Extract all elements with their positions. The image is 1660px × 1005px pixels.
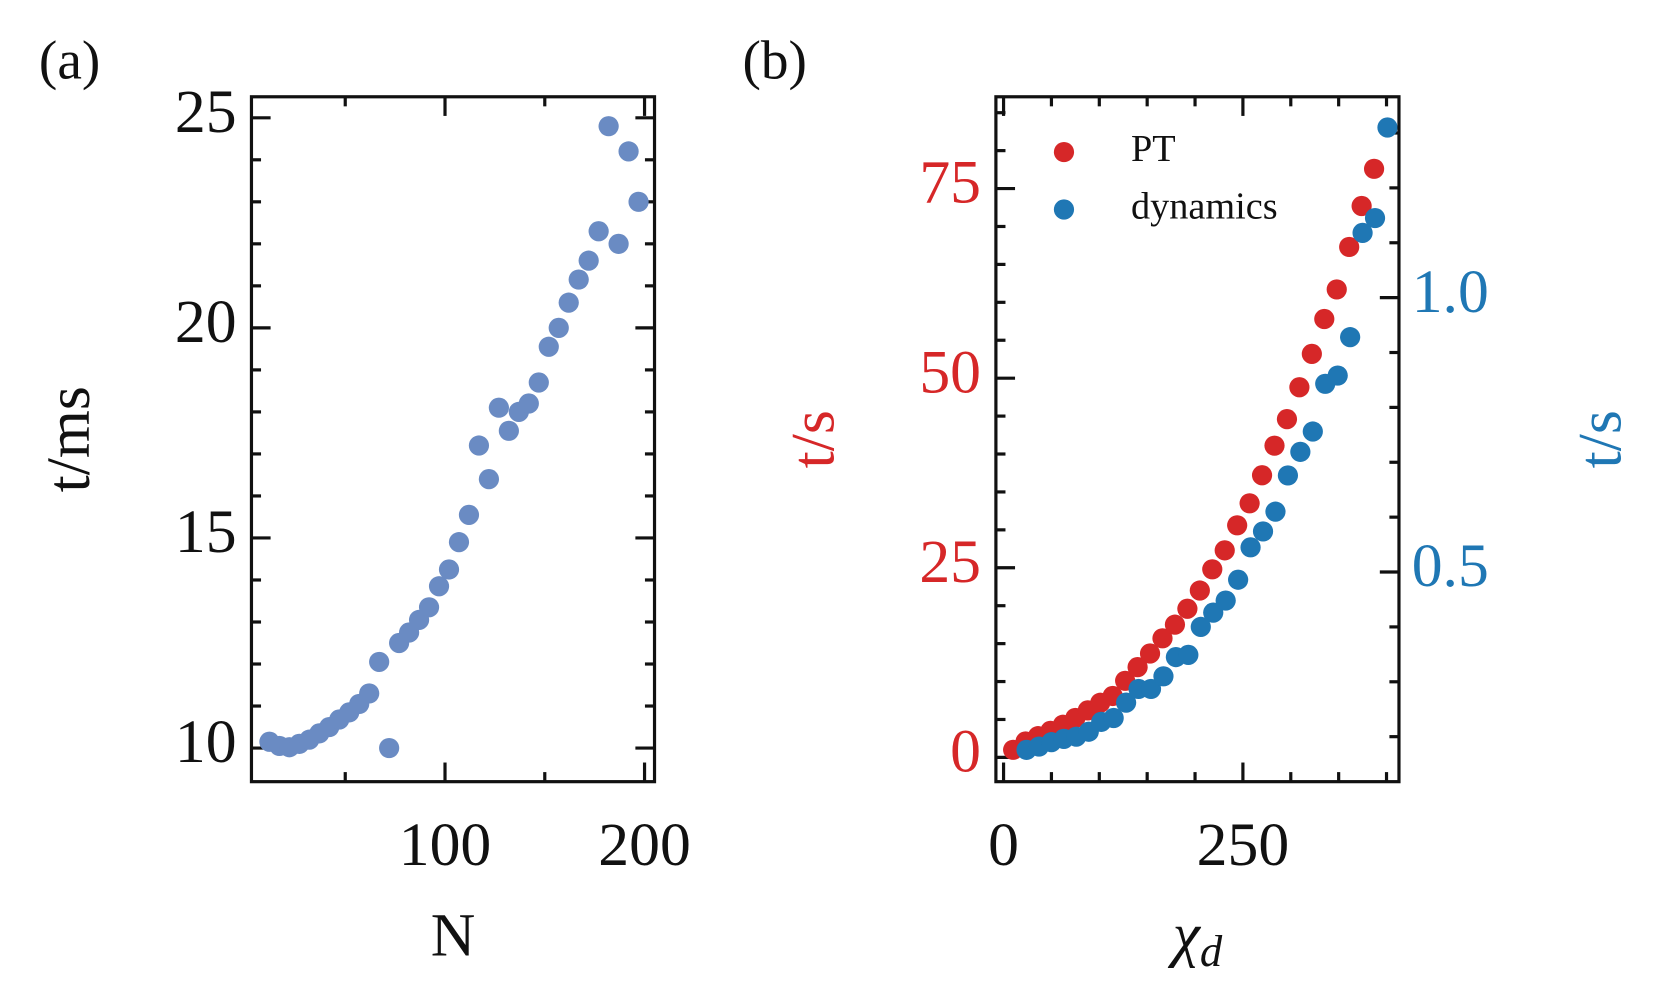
data-point: [618, 141, 639, 162]
legend-label: dynamics: [1131, 185, 1278, 227]
data-point: [1152, 628, 1173, 649]
legend-marker: [1053, 141, 1075, 163]
plot-frame: [249, 95, 657, 784]
data-point: [1189, 580, 1210, 601]
data-point: [1116, 692, 1137, 713]
data-point: [1363, 158, 1385, 179]
x-axis-label-symbol: χ: [1168, 901, 1202, 969]
y-tick-label: 0: [950, 718, 981, 786]
data-point: [428, 576, 450, 597]
data-point: [1177, 598, 1198, 619]
data-point: [1240, 537, 1261, 558]
data-point: [1203, 602, 1224, 623]
data-point: [1215, 590, 1236, 611]
y-tick-label: 75: [919, 149, 981, 217]
data-point: [538, 336, 559, 357]
data-point: [1290, 441, 1311, 462]
data-point: [1339, 236, 1360, 258]
data-point: [1214, 540, 1235, 561]
data-point: [1140, 678, 1162, 700]
data-point: [528, 372, 549, 393]
data-point: [1364, 207, 1386, 229]
x-axis-label: N: [431, 901, 476, 969]
y-tick-label: 10: [175, 708, 237, 776]
data-point: [608, 233, 629, 254]
data-point: [1227, 515, 1248, 536]
data-point: [1251, 465, 1273, 486]
data-point: [1239, 493, 1260, 514]
data-point: [1301, 343, 1322, 364]
y-axis-label: t/ms: [35, 386, 103, 492]
data-point: [598, 116, 619, 137]
data-point: [1139, 643, 1161, 664]
data-point: [628, 191, 649, 212]
data-point: [558, 292, 579, 313]
plot-frame: [994, 95, 1401, 784]
y-axis-label: t/s: [780, 410, 848, 468]
data-point: [448, 532, 470, 553]
y-tick-label: 25: [175, 78, 237, 146]
data-point: [1302, 421, 1323, 442]
data-point: [1127, 657, 1148, 678]
x-tick-label: 250: [1197, 811, 1290, 879]
data-point: [588, 221, 609, 242]
data-point: [568, 269, 589, 290]
data-point: [1265, 501, 1286, 522]
y-tick-label: 20: [175, 288, 237, 356]
data-point: [1340, 327, 1361, 348]
data-point: [1164, 614, 1186, 635]
x-axis-label-subscript: d: [1200, 926, 1223, 976]
data-point: [488, 397, 509, 418]
data-point: [1351, 195, 1372, 217]
legend-label: PT: [1131, 128, 1176, 170]
data-point: [1327, 365, 1348, 386]
data-point: [1277, 465, 1299, 486]
y-tick-label: 50: [919, 338, 981, 406]
data-point: [1314, 308, 1335, 330]
data-point: [548, 317, 569, 338]
y2-tick-label: 0.5: [1412, 532, 1489, 600]
data-point: [578, 250, 599, 271]
x-tick-label: 0: [988, 811, 1019, 879]
data-point: [1276, 409, 1298, 430]
panel-label: (b): [742, 30, 806, 91]
y2-axis-label: t/s: [1567, 410, 1635, 468]
y-tick-label: 15: [175, 498, 237, 566]
data-point: [498, 420, 519, 441]
data-point: [359, 683, 380, 704]
data-point: [1202, 559, 1223, 580]
data-point: [438, 559, 460, 580]
data-point: [518, 393, 539, 414]
y-tick-label: 25: [919, 528, 981, 596]
x-tick-label: 100: [399, 811, 492, 879]
data-point: [458, 504, 480, 525]
data-point: [369, 651, 390, 673]
legend-marker: [1053, 199, 1075, 220]
data-point: [1289, 377, 1310, 398]
data-point: [1352, 222, 1373, 243]
data-point: [1252, 521, 1274, 542]
data-point: [1264, 435, 1285, 456]
data-point: [1326, 279, 1347, 300]
data-point: [418, 597, 440, 618]
data-point: [1228, 569, 1249, 590]
panel-label: (a): [39, 30, 100, 91]
data-point: [1178, 644, 1199, 665]
data-point: [468, 435, 490, 456]
data-point: [379, 737, 400, 759]
data-point: [1190, 616, 1211, 638]
y2-tick-label: 1.0: [1412, 258, 1489, 326]
data-point: [1153, 666, 1174, 687]
x-tick-label: 200: [598, 811, 691, 879]
x-axis-label: χd: [1168, 901, 1223, 976]
data-point: [478, 469, 500, 490]
data-point: [1377, 117, 1398, 138]
data-point: [1103, 707, 1124, 729]
